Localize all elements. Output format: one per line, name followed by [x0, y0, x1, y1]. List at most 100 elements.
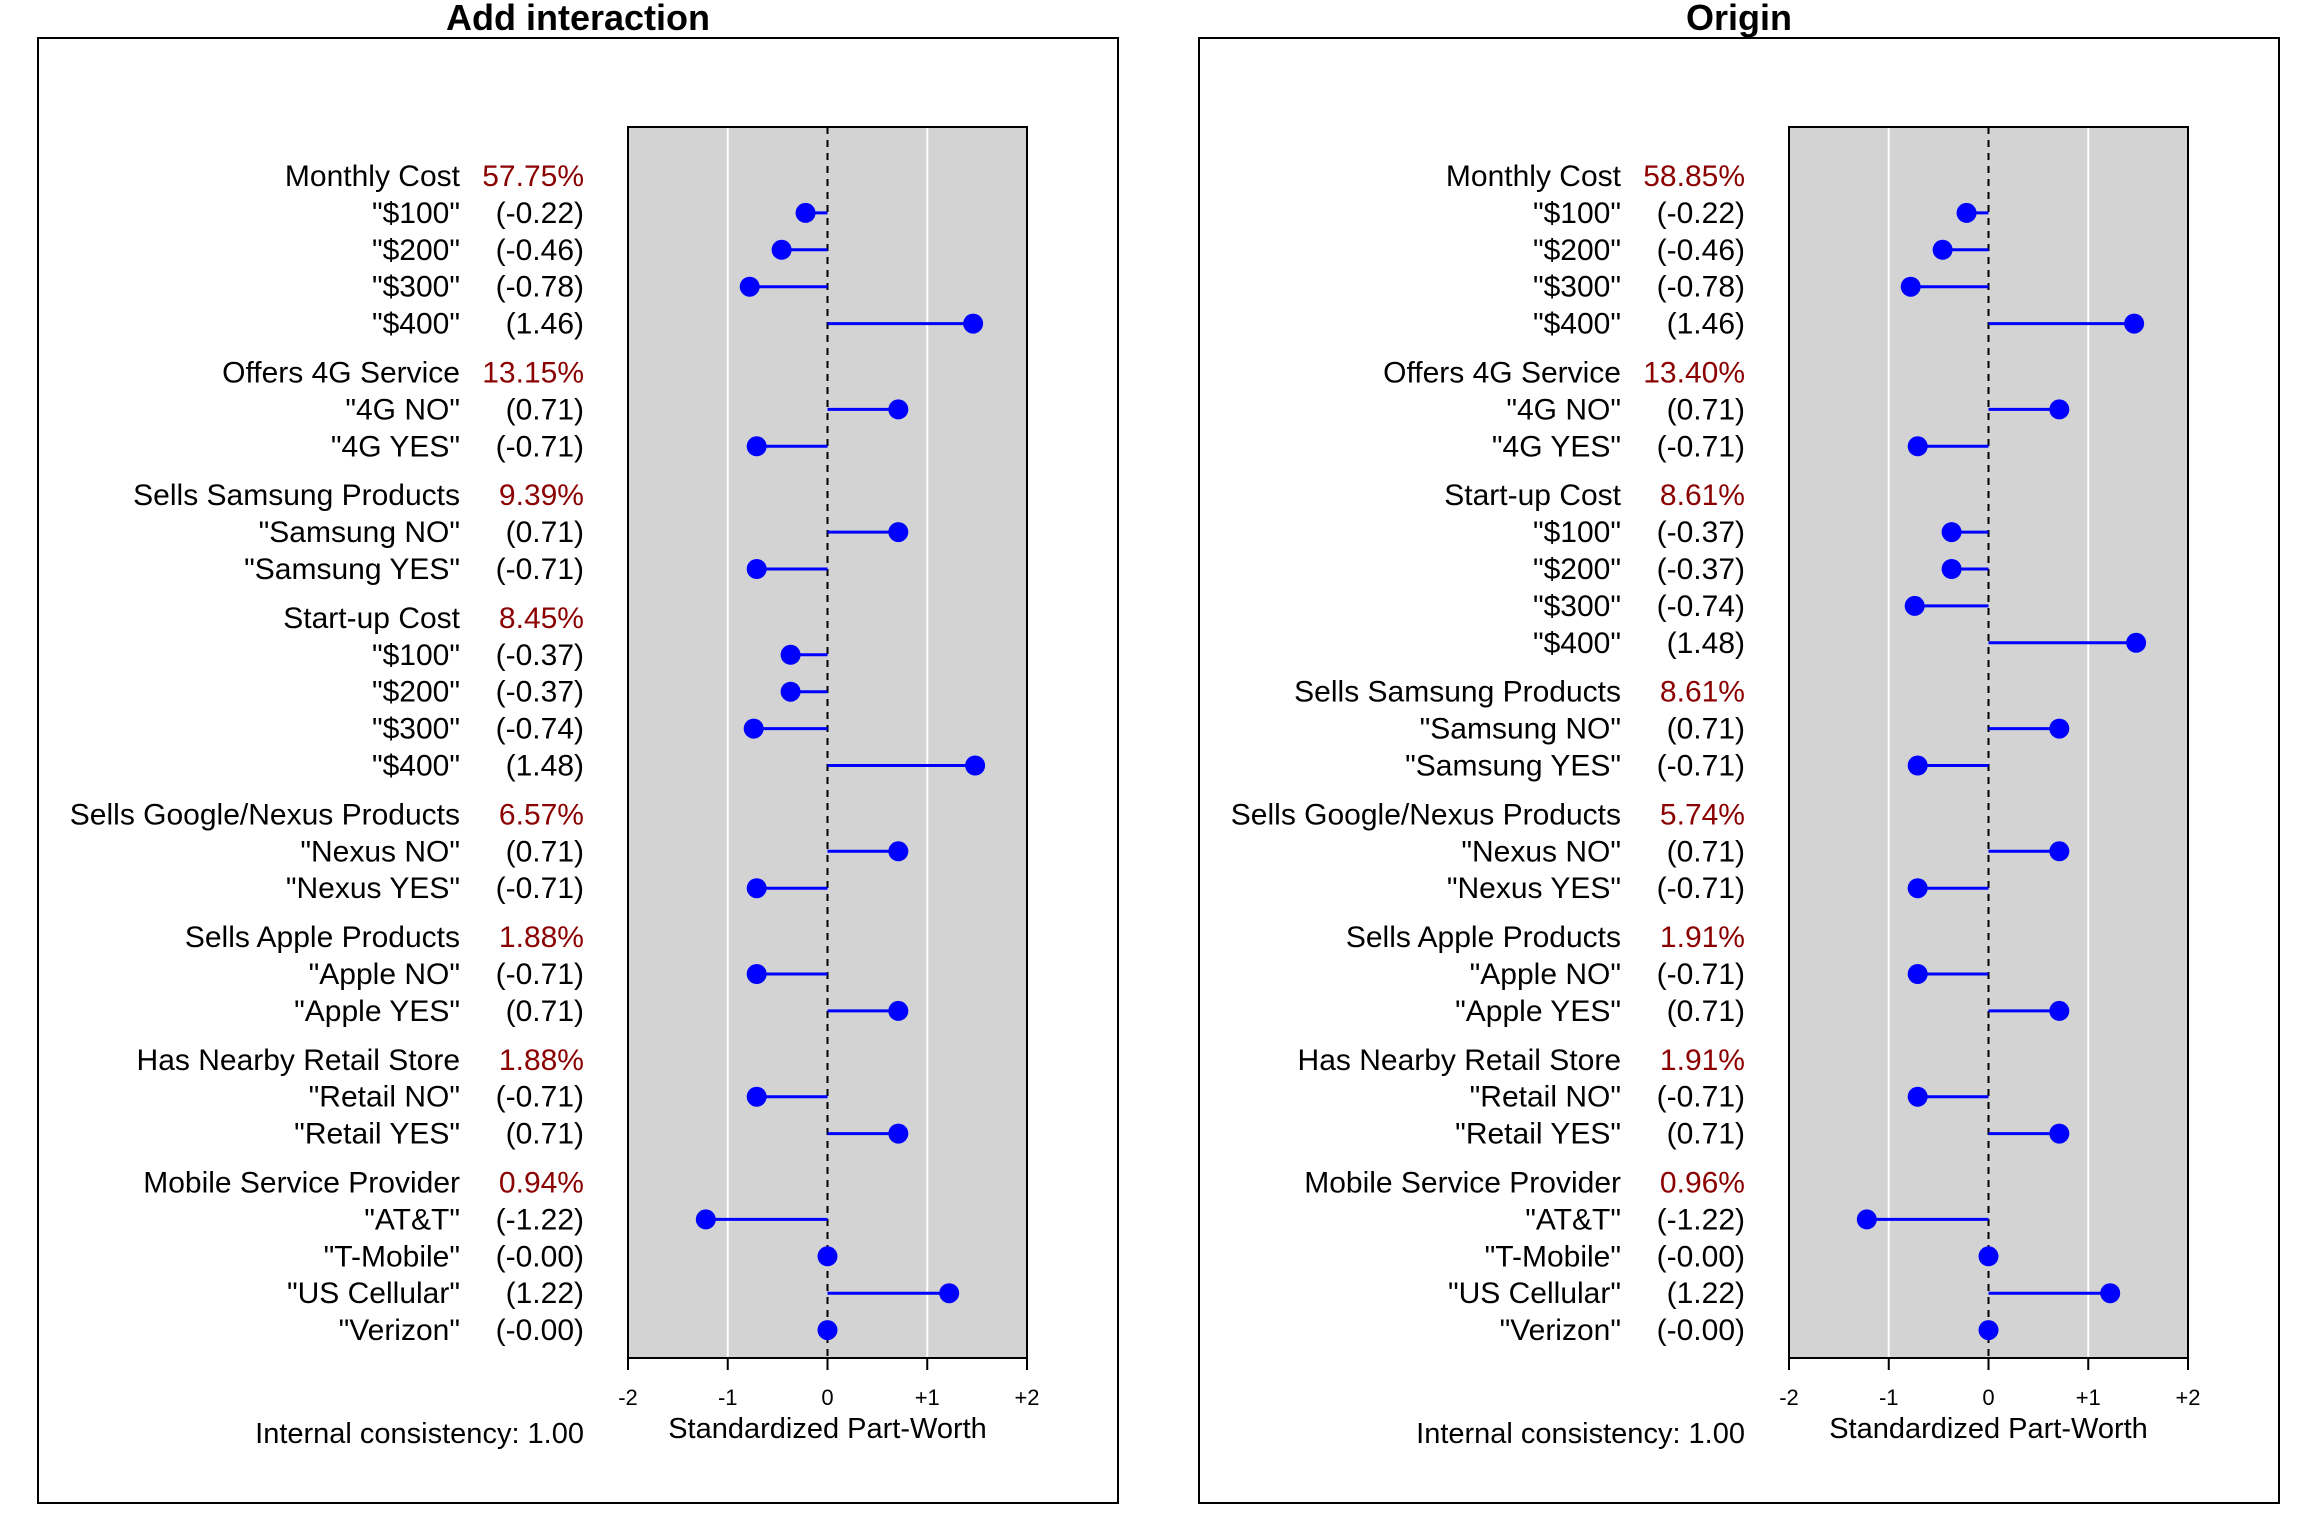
lollipop-point — [743, 718, 764, 739]
level-value: (-0.00) — [1657, 1240, 1745, 1273]
x-tick-label: +1 — [2076, 1385, 2101, 1410]
lollipop-point — [1904, 595, 1925, 616]
attribute-importance: 5.74% — [1660, 798, 1745, 831]
level-value: (1.22) — [1667, 1277, 1745, 1310]
level-label: "Nexus NO" — [300, 835, 460, 868]
level-value: (-0.78) — [496, 271, 584, 304]
attribute-importance: 0.94% — [499, 1167, 584, 1200]
lollipop-point — [1907, 436, 1928, 457]
level-value: (-0.00) — [1657, 1314, 1745, 1347]
lollipop-point — [795, 202, 816, 223]
level-label: "Retail NO" — [309, 1081, 460, 1114]
attribute-importance: 13.15% — [482, 357, 584, 390]
lollipop-point — [746, 1086, 767, 1107]
attribute-importance: 6.57% — [499, 798, 584, 831]
level-value: (-0.22) — [496, 197, 584, 230]
lollipop-point — [888, 522, 909, 543]
attribute-name: Has Nearby Retail Store — [1298, 1044, 1621, 1077]
x-tick-label: +2 — [1014, 1385, 1039, 1410]
attribute-name: Sells Apple Products — [1346, 921, 1621, 954]
level-value: (0.71) — [506, 516, 584, 549]
level-value: (-0.46) — [496, 234, 584, 267]
level-label: "Apple NO" — [1470, 958, 1621, 991]
attribute-name: Start-up Cost — [1444, 479, 1621, 512]
level-label: "$400" — [372, 750, 460, 783]
lollipop-point — [2100, 1283, 2121, 1304]
level-label: "Nexus NO" — [1461, 835, 1621, 868]
x-tick-label: -2 — [1779, 1385, 1799, 1410]
level-value: (0.71) — [506, 393, 584, 426]
x-tick-label: 0 — [1982, 1385, 1994, 1410]
attribute-name: Sells Google/Nexus Products — [1231, 798, 1621, 831]
lollipop-point — [888, 399, 909, 420]
level-label: "Nexus YES" — [1447, 872, 1621, 905]
attribute-name: Mobile Service Provider — [1304, 1167, 1621, 1200]
level-value: (-0.00) — [496, 1314, 584, 1347]
lollipop-point — [739, 276, 760, 297]
level-label: "4G YES" — [1492, 430, 1621, 463]
level-label: "Verizon" — [1500, 1314, 1621, 1347]
level-value: (-0.71) — [496, 553, 584, 586]
x-tick-label: -2 — [618, 1385, 638, 1410]
lollipop-point — [2049, 1000, 2070, 1021]
x-axis-label: Standardized Part-Worth — [1829, 1413, 2148, 1445]
level-value: (-1.22) — [1657, 1203, 1745, 1236]
level-label: "$300" — [1533, 590, 1621, 623]
level-value: (1.22) — [506, 1277, 584, 1310]
level-value: (0.71) — [1667, 393, 1745, 426]
attribute-name: Start-up Cost — [283, 602, 460, 635]
level-label: "$300" — [372, 271, 460, 304]
level-value: (-0.71) — [1657, 872, 1745, 905]
attribute-importance: 1.91% — [1660, 921, 1745, 954]
level-label: "$200" — [372, 234, 460, 267]
level-label: "Retail YES" — [1455, 1118, 1621, 1151]
lollipop-point — [1932, 239, 1953, 260]
attribute-name: Sells Apple Products — [185, 921, 460, 954]
level-label: "Retail NO" — [1470, 1081, 1621, 1114]
level-value: (-0.22) — [1657, 197, 1745, 230]
attribute-name: Monthly Cost — [285, 160, 461, 193]
lollipop-point — [695, 1209, 716, 1230]
lollipop-point — [2126, 632, 2147, 653]
level-value: (1.46) — [506, 308, 584, 341]
attribute-name: Offers 4G Service — [222, 357, 460, 390]
level-label: "$100" — [1533, 197, 1621, 230]
x-tick-label: -1 — [1879, 1385, 1899, 1410]
x-tick-label: 0 — [821, 1385, 833, 1410]
level-label: "$100" — [1533, 516, 1621, 549]
lollipop-point — [746, 878, 767, 899]
lollipop-point — [1941, 522, 1962, 543]
level-label: "$400" — [372, 308, 460, 341]
lollipop-point — [746, 559, 767, 579]
lollipop-point — [965, 755, 986, 776]
attribute-name: Sells Samsung Products — [1294, 676, 1621, 709]
lollipop-point — [746, 964, 767, 984]
level-value: (-0.71) — [1657, 1081, 1745, 1114]
lollipop-point — [2049, 1123, 2070, 1144]
level-label: "Apple YES" — [1455, 995, 1621, 1028]
lollipop-point — [2049, 399, 2070, 420]
level-label: "$200" — [1533, 553, 1621, 586]
level-label: "Samsung NO" — [1420, 713, 1621, 746]
level-label: "$200" — [1533, 234, 1621, 267]
lollipop-point — [771, 239, 792, 260]
level-label: "$300" — [1533, 271, 1621, 304]
x-axis-label: Standardized Part-Worth — [668, 1413, 987, 1445]
attribute-importance: 9.39% — [499, 479, 584, 512]
panel-frame — [37, 37, 1119, 1504]
lollipop-point — [888, 1000, 909, 1021]
level-value: (1.46) — [1667, 308, 1745, 341]
lollipop-point — [963, 313, 984, 334]
level-label: "$300" — [372, 713, 460, 746]
lollipop-point — [1907, 755, 1928, 776]
level-label: "T-Mobile" — [1485, 1240, 1621, 1273]
chart-title: Add interaction — [446, 0, 710, 38]
lollipop-point — [939, 1283, 960, 1304]
chart-panel-0: Add interaction -2 -1 0 +1 +2 Standardized Par… — [37, 0, 1119, 1504]
level-value: (0.71) — [506, 1118, 584, 1151]
level-label: "4G YES" — [331, 430, 460, 463]
level-value: (-0.37) — [496, 639, 584, 672]
level-value: (1.48) — [1667, 627, 1745, 660]
level-value: (-0.37) — [496, 676, 584, 709]
lollipop-point — [1907, 1086, 1928, 1107]
